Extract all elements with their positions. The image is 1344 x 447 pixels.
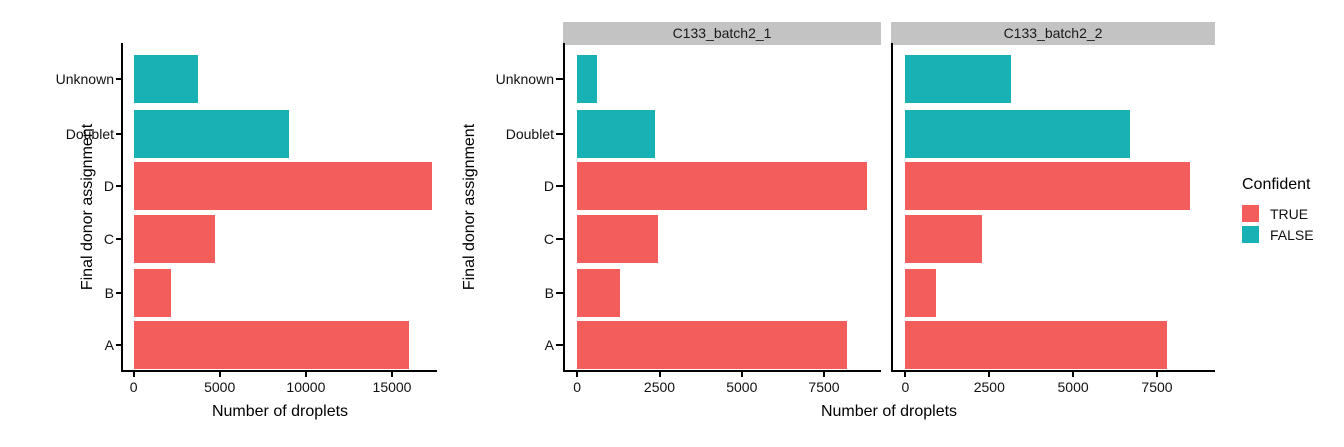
x-axis-line bbox=[121, 370, 437, 372]
x-axis-tick-label: 2500 bbox=[643, 379, 676, 395]
x-axis-tick-label: 0 bbox=[573, 379, 582, 395]
y-axis-line bbox=[121, 43, 123, 372]
facet-strip-C133_batch2_2: C133_batch2_2 bbox=[891, 22, 1215, 45]
x-axis-tick-label: 5000 bbox=[204, 379, 236, 395]
y-axis-tick bbox=[116, 344, 121, 346]
bar-C133_batch2_1-Unknown bbox=[577, 55, 597, 103]
bar-C133_batch2_1-D bbox=[577, 162, 867, 210]
y-axis-label-Doublet: Doublet bbox=[505, 126, 554, 142]
legend-label-true: TRUE bbox=[1270, 205, 1309, 222]
bar-C133_batch2_2-B bbox=[905, 269, 936, 317]
y-axis-label-A: A bbox=[104, 337, 114, 353]
facet-strip-C133_batch2_1: C133_batch2_1 bbox=[563, 22, 881, 45]
y-axis-label-B: B bbox=[104, 285, 114, 301]
legend-entry-true: TRUE bbox=[1242, 205, 1314, 222]
legend-swatch-false bbox=[1242, 226, 1259, 243]
bar-C133_batch2_1-C bbox=[577, 215, 658, 263]
x-axis-tick-label: 5000 bbox=[726, 379, 758, 395]
y-axis-tick bbox=[556, 344, 563, 346]
x-axis-line bbox=[891, 370, 1215, 372]
x-axis-tick bbox=[391, 372, 393, 377]
x-axis-tick bbox=[218, 372, 221, 377]
bar-combined-D bbox=[133, 162, 432, 210]
x-axis-tick bbox=[1072, 372, 1075, 377]
y-axis-label-B: B bbox=[544, 285, 554, 301]
x-axis-tick bbox=[988, 372, 991, 377]
y-axis-label-C: C bbox=[543, 231, 554, 247]
y-axis-label-A: A bbox=[544, 337, 554, 353]
legend-entry-false: FALSE bbox=[1242, 226, 1314, 243]
y-axis-label-Doublet: Doublet bbox=[65, 126, 114, 142]
bar-combined-A bbox=[133, 321, 410, 369]
bar-C133_batch2_2-D bbox=[905, 162, 1191, 210]
y-axis-tick bbox=[556, 292, 563, 294]
x-axis-tick bbox=[904, 372, 907, 377]
bar-C133_batch2_1-A bbox=[577, 321, 848, 369]
legend-title: Confident bbox=[1242, 176, 1311, 193]
x-axis-tick-label: 0 bbox=[901, 379, 910, 395]
bar-C133_batch2_2-A bbox=[905, 321, 1167, 369]
faceted-chart-x-axis-title: Number of droplets bbox=[820, 403, 958, 420]
y-axis-tick bbox=[556, 78, 563, 80]
bar-C133_batch2_2-C bbox=[905, 215, 983, 263]
y-axis-line bbox=[563, 43, 565, 372]
bar-combined-Doublet bbox=[133, 110, 290, 158]
bar-C133_batch2_2-Unknown bbox=[905, 55, 1012, 103]
x-axis-tick bbox=[1156, 372, 1158, 377]
y-axis-tick bbox=[116, 185, 121, 187]
x-axis-tick-label: 5000 bbox=[1057, 379, 1089, 395]
x-axis-tick-label: 7500 bbox=[1141, 379, 1173, 395]
x-axis-tick bbox=[132, 372, 135, 377]
y-axis-tick bbox=[116, 78, 121, 80]
x-axis-tick bbox=[823, 372, 825, 377]
bar-C133_batch2_1-Doublet bbox=[577, 110, 655, 158]
x-axis-tick bbox=[658, 372, 661, 377]
legend-entries: TRUE FALSE bbox=[1242, 205, 1314, 243]
y-axis-tick bbox=[556, 238, 563, 240]
y-axis-tick bbox=[556, 133, 563, 135]
bar-combined-B bbox=[133, 269, 172, 317]
y-axis-tick bbox=[116, 238, 121, 240]
x-axis-tick-label: 15000 bbox=[372, 379, 412, 395]
y-axis-label-D: D bbox=[543, 178, 554, 194]
y-axis-label-D: D bbox=[103, 178, 114, 194]
x-axis-tick bbox=[304, 372, 307, 377]
bar-combined-Unknown bbox=[133, 55, 199, 103]
x-axis-line bbox=[563, 370, 881, 372]
legend: Confident TRUE FALSE bbox=[1242, 176, 1314, 247]
bar-C133_batch2_2-Doublet bbox=[905, 110, 1131, 158]
legend-label-false: FALSE bbox=[1270, 226, 1314, 243]
y-axis-line bbox=[891, 43, 893, 372]
x-axis-tick-label: 2500 bbox=[973, 379, 1005, 395]
y-axis-tick bbox=[116, 133, 121, 135]
y-axis-label-C: C bbox=[103, 231, 114, 247]
bar-combined-C bbox=[133, 215, 216, 263]
x-axis-tick-label: 0 bbox=[129, 379, 138, 395]
x-axis-tick bbox=[740, 372, 743, 377]
x-axis-tick-label: 10000 bbox=[286, 379, 326, 395]
bar-C133_batch2_1-B bbox=[577, 269, 620, 317]
y-axis-label-Unknown: Unknown bbox=[495, 71, 554, 87]
legend-swatch-true bbox=[1242, 205, 1259, 222]
x-axis-tick bbox=[576, 372, 579, 377]
y-axis-tick bbox=[116, 292, 121, 294]
x-axis-tick-label: 7500 bbox=[808, 379, 840, 395]
y-axis-tick bbox=[556, 185, 563, 187]
combined-chart-x-axis-title: Number of droplets bbox=[211, 403, 349, 420]
y-axis-label-Unknown: Unknown bbox=[55, 71, 114, 87]
